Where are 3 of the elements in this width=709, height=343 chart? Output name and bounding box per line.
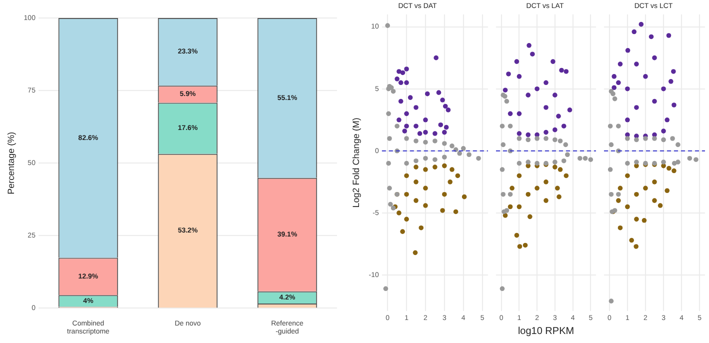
y-axis-title: Log2 Fold Change (M) xyxy=(350,118,361,208)
x-axis-title: log10 RPKM xyxy=(518,326,574,337)
y-axis-title: Percentage (%) xyxy=(6,132,16,194)
